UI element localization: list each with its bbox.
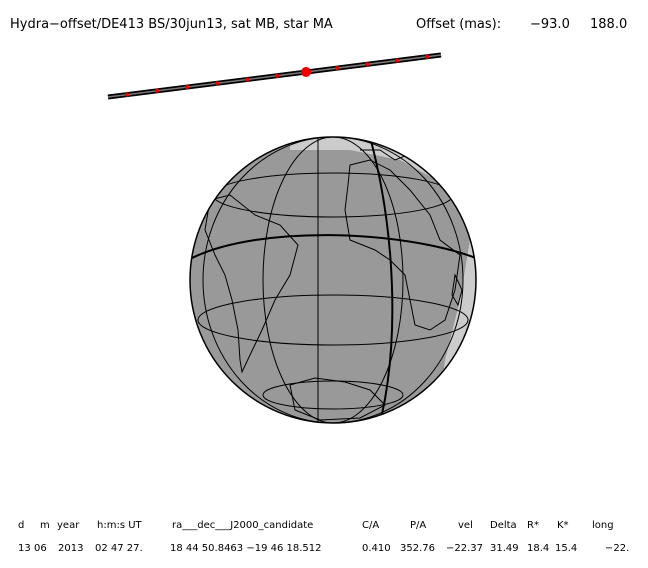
track — [107, 52, 442, 100]
column-header: C/A — [362, 520, 379, 531]
column-header: vel — [458, 520, 473, 531]
cell: 13 — [18, 543, 31, 554]
cell: 15.4 — [555, 543, 577, 554]
cell: −22.37 — [446, 543, 483, 554]
cell: 02 47 27. — [95, 543, 143, 554]
column-header: ra___dec___J2000_candidate — [172, 520, 313, 531]
cell: 2013 — [58, 543, 83, 554]
column-header: h:m:s UT — [97, 520, 143, 531]
cell: 18 44 50.8463 −19 46 18.512 — [170, 543, 322, 554]
cell: 18.4 — [527, 543, 549, 554]
column-header: d — [18, 520, 24, 531]
offset-y: 188.0 — [590, 17, 627, 32]
column-header: K* — [557, 520, 569, 531]
offset-x: −93.0 — [530, 17, 570, 32]
cell: 06 — [34, 543, 47, 554]
column-header: P/A — [410, 520, 426, 531]
title: Hydra−offset/DE413 BS/30jun13, sat MB, s… — [10, 17, 333, 32]
column-header: long — [592, 520, 614, 531]
column-header: Delta — [490, 520, 517, 531]
column-header: year — [57, 520, 80, 531]
column-header: m — [40, 520, 50, 531]
cell: 352.76 — [400, 543, 435, 554]
globe — [189, 136, 477, 424]
column-header: R* — [527, 520, 539, 531]
offset-label: Offset (mas): — [416, 17, 501, 32]
cell: 0.410 — [362, 543, 391, 554]
cell: −22. — [605, 543, 629, 554]
cell: 31.49 — [490, 543, 519, 554]
